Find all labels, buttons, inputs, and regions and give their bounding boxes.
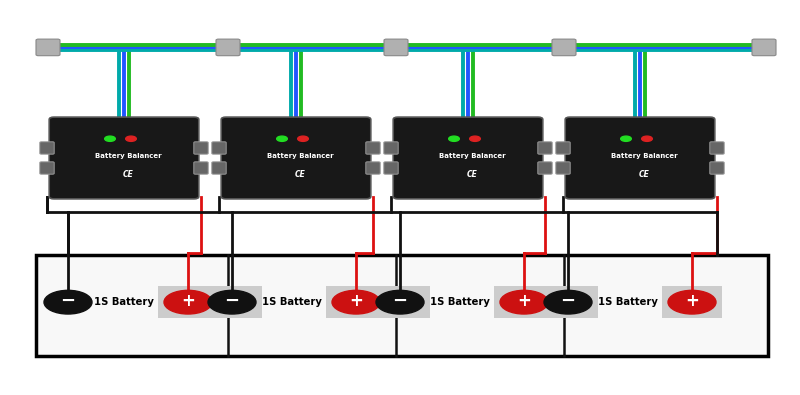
Circle shape xyxy=(376,290,424,314)
FancyBboxPatch shape xyxy=(552,39,576,56)
Text: Battery Balancer: Battery Balancer xyxy=(611,154,678,160)
Text: 1S Battery: 1S Battery xyxy=(262,297,322,307)
FancyBboxPatch shape xyxy=(36,255,768,356)
Circle shape xyxy=(164,290,212,314)
FancyBboxPatch shape xyxy=(384,142,398,154)
FancyBboxPatch shape xyxy=(384,162,398,174)
Text: CE: CE xyxy=(638,171,650,179)
FancyBboxPatch shape xyxy=(212,162,226,174)
Text: CE: CE xyxy=(122,171,134,179)
FancyBboxPatch shape xyxy=(393,117,542,199)
FancyBboxPatch shape xyxy=(556,162,570,174)
Circle shape xyxy=(449,136,459,141)
Text: 1S Battery: 1S Battery xyxy=(430,297,490,307)
Circle shape xyxy=(277,136,287,141)
Text: +: + xyxy=(181,292,195,310)
Text: +: + xyxy=(349,292,363,310)
FancyBboxPatch shape xyxy=(326,286,386,318)
FancyBboxPatch shape xyxy=(194,142,208,154)
FancyBboxPatch shape xyxy=(556,142,570,154)
FancyBboxPatch shape xyxy=(212,142,226,154)
Circle shape xyxy=(642,136,652,141)
FancyBboxPatch shape xyxy=(221,117,370,199)
FancyBboxPatch shape xyxy=(216,39,240,56)
Text: 1S Battery: 1S Battery xyxy=(94,297,154,307)
Text: −: − xyxy=(61,292,75,310)
FancyBboxPatch shape xyxy=(194,162,208,174)
Circle shape xyxy=(105,136,115,141)
Circle shape xyxy=(500,290,548,314)
FancyBboxPatch shape xyxy=(158,286,218,318)
Text: CE: CE xyxy=(466,171,478,179)
Text: Battery Balancer: Battery Balancer xyxy=(267,154,334,160)
FancyBboxPatch shape xyxy=(40,142,54,154)
Text: Battery Balancer: Battery Balancer xyxy=(439,154,506,160)
Circle shape xyxy=(332,290,380,314)
Text: −: − xyxy=(225,292,239,310)
Text: +: + xyxy=(517,292,531,310)
FancyBboxPatch shape xyxy=(710,162,724,174)
Text: CE: CE xyxy=(294,171,306,179)
FancyBboxPatch shape xyxy=(50,117,199,199)
Text: −: − xyxy=(393,292,407,310)
Text: −: − xyxy=(561,292,575,310)
FancyBboxPatch shape xyxy=(565,117,715,199)
FancyBboxPatch shape xyxy=(752,39,776,56)
FancyBboxPatch shape xyxy=(370,286,430,318)
FancyBboxPatch shape xyxy=(384,39,408,56)
Circle shape xyxy=(298,136,308,141)
Circle shape xyxy=(208,290,256,314)
Circle shape xyxy=(668,290,716,314)
FancyBboxPatch shape xyxy=(366,162,380,174)
FancyBboxPatch shape xyxy=(710,142,724,154)
Circle shape xyxy=(621,136,631,141)
Circle shape xyxy=(44,290,92,314)
FancyBboxPatch shape xyxy=(40,162,54,174)
FancyBboxPatch shape xyxy=(662,286,722,318)
Circle shape xyxy=(470,136,480,141)
FancyBboxPatch shape xyxy=(538,142,552,154)
FancyBboxPatch shape xyxy=(36,39,60,56)
Text: 1S Battery: 1S Battery xyxy=(598,297,658,307)
FancyBboxPatch shape xyxy=(538,162,552,174)
FancyBboxPatch shape xyxy=(202,286,262,318)
FancyBboxPatch shape xyxy=(538,286,598,318)
Circle shape xyxy=(544,290,592,314)
Text: +: + xyxy=(685,292,699,310)
FancyBboxPatch shape xyxy=(494,286,554,318)
Circle shape xyxy=(126,136,136,141)
FancyBboxPatch shape xyxy=(366,142,380,154)
Text: Battery Balancer: Battery Balancer xyxy=(95,154,162,160)
